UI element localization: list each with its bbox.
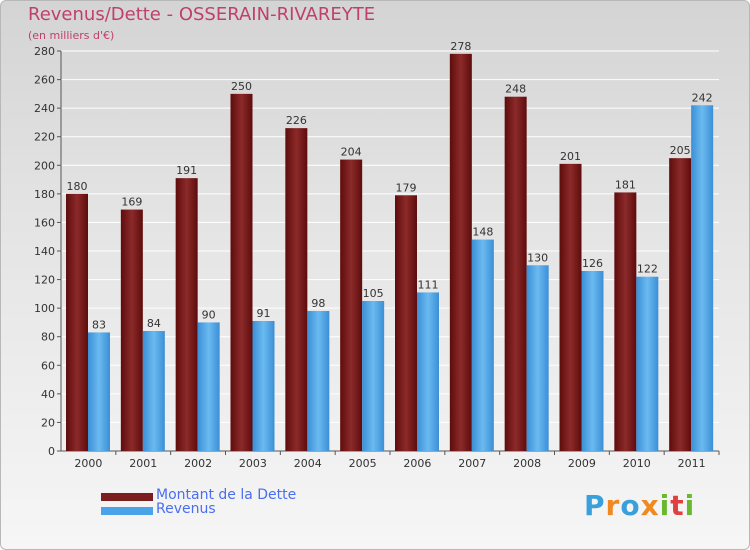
data-label-dette: 191 (176, 164, 197, 177)
bar-dette (669, 158, 692, 451)
y-tick-label: 100 (34, 302, 55, 315)
data-label-revenus: 130 (527, 251, 548, 264)
bar-dette (230, 93, 253, 451)
bar-revenus (142, 331, 165, 451)
bar-revenus (197, 322, 220, 451)
bar-revenus (362, 301, 385, 451)
data-label-revenus: 91 (257, 307, 271, 320)
y-tick-label: 60 (41, 359, 55, 372)
data-label-revenus: 83 (92, 318, 106, 331)
bar-revenus (417, 292, 439, 451)
bar-dette (449, 53, 472, 451)
x-tick-label: 2002 (184, 457, 212, 470)
legend-swatch-revenus (101, 507, 153, 515)
data-label-dette: 201 (560, 150, 581, 163)
bar-revenus (471, 239, 494, 451)
data-label-dette: 204 (341, 146, 362, 159)
bar-revenus (88, 332, 110, 451)
data-label-dette: 169 (121, 196, 142, 209)
y-tick-label: 260 (34, 74, 55, 87)
y-tick-label: 40 (41, 388, 55, 401)
x-tick-label: 2009 (568, 457, 596, 470)
logo-letter: i (684, 489, 696, 522)
x-tick-label: 2003 (239, 457, 267, 470)
bar-revenus (636, 276, 659, 451)
bar-dette (175, 178, 198, 451)
data-label-dette: 250 (231, 80, 252, 93)
data-label-revenus: 111 (418, 278, 439, 291)
y-tick-label: 80 (41, 331, 55, 344)
data-label-revenus: 84 (147, 317, 161, 330)
x-tick-label: 2011 (678, 457, 706, 470)
data-label-dette: 181 (615, 178, 636, 191)
logo-letter: x (640, 489, 660, 522)
chart-subtitle: (en milliers d'€) (28, 29, 115, 42)
logo-letter: P (584, 489, 606, 522)
x-tick-label: 2000 (74, 457, 102, 470)
y-tick-label: 240 (34, 102, 55, 115)
data-label-dette: 180 (67, 180, 88, 193)
bar-revenus (581, 271, 604, 451)
data-label-revenus: 242 (692, 91, 713, 104)
legend-label-revenus: Revenus (156, 501, 216, 517)
y-tick-label: 220 (34, 131, 55, 144)
bar-dette (66, 193, 88, 451)
bar-dette (120, 209, 143, 451)
logo-letter: i (659, 489, 671, 522)
y-tick-label: 180 (34, 188, 55, 201)
data-label-revenus: 122 (637, 263, 658, 276)
data-label-revenus: 126 (582, 257, 603, 270)
bar-revenus (252, 321, 275, 451)
data-label-dette: 179 (396, 181, 417, 194)
legend-label-dette: Montant de la Dette (156, 487, 297, 503)
bar-revenus (307, 311, 330, 451)
y-tick-label: 140 (34, 245, 55, 258)
x-tick-label: 2001 (129, 457, 157, 470)
y-tick-label: 280 (34, 45, 55, 58)
bar-revenus (691, 105, 714, 452)
x-tick-label: 2005 (349, 457, 377, 470)
x-tick-label: 2004 (294, 457, 322, 470)
x-tick-label: 2006 (403, 457, 431, 470)
logo-letter: t (670, 489, 685, 522)
bar-dette (285, 128, 308, 451)
bar-dette (340, 159, 363, 452)
bar-dette (614, 192, 637, 451)
bar-dette (559, 163, 582, 451)
logo-letter: o (620, 489, 641, 522)
proxiti-logo: Proxiti (584, 489, 695, 522)
bar-revenus (526, 265, 549, 451)
y-tick-label: 0 (48, 445, 55, 458)
x-tick-label: 2008 (513, 457, 541, 470)
x-tick-label: 2010 (623, 457, 651, 470)
data-label-dette: 205 (670, 144, 691, 157)
y-tick-label: 120 (34, 274, 55, 287)
legend-swatch-dette (101, 493, 153, 501)
chart-title: Revenus/Dette - OSSERAIN-RIVAREYTE (28, 4, 376, 25)
logo-letter: r (605, 489, 621, 522)
data-label-revenus: 148 (472, 226, 493, 239)
data-label-dette: 248 (505, 83, 526, 96)
data-label-revenus: 105 (363, 287, 384, 300)
y-tick-label: 20 (41, 416, 55, 429)
data-label-dette: 278 (450, 40, 471, 53)
bar-dette (395, 195, 417, 451)
data-label-dette: 226 (286, 114, 307, 127)
x-tick-label: 2007 (458, 457, 486, 470)
y-tick-label: 200 (34, 159, 55, 172)
bar-dette (504, 96, 527, 451)
y-tick-label: 160 (34, 216, 55, 229)
data-label-revenus: 98 (311, 297, 325, 310)
data-label-revenus: 90 (202, 308, 216, 321)
